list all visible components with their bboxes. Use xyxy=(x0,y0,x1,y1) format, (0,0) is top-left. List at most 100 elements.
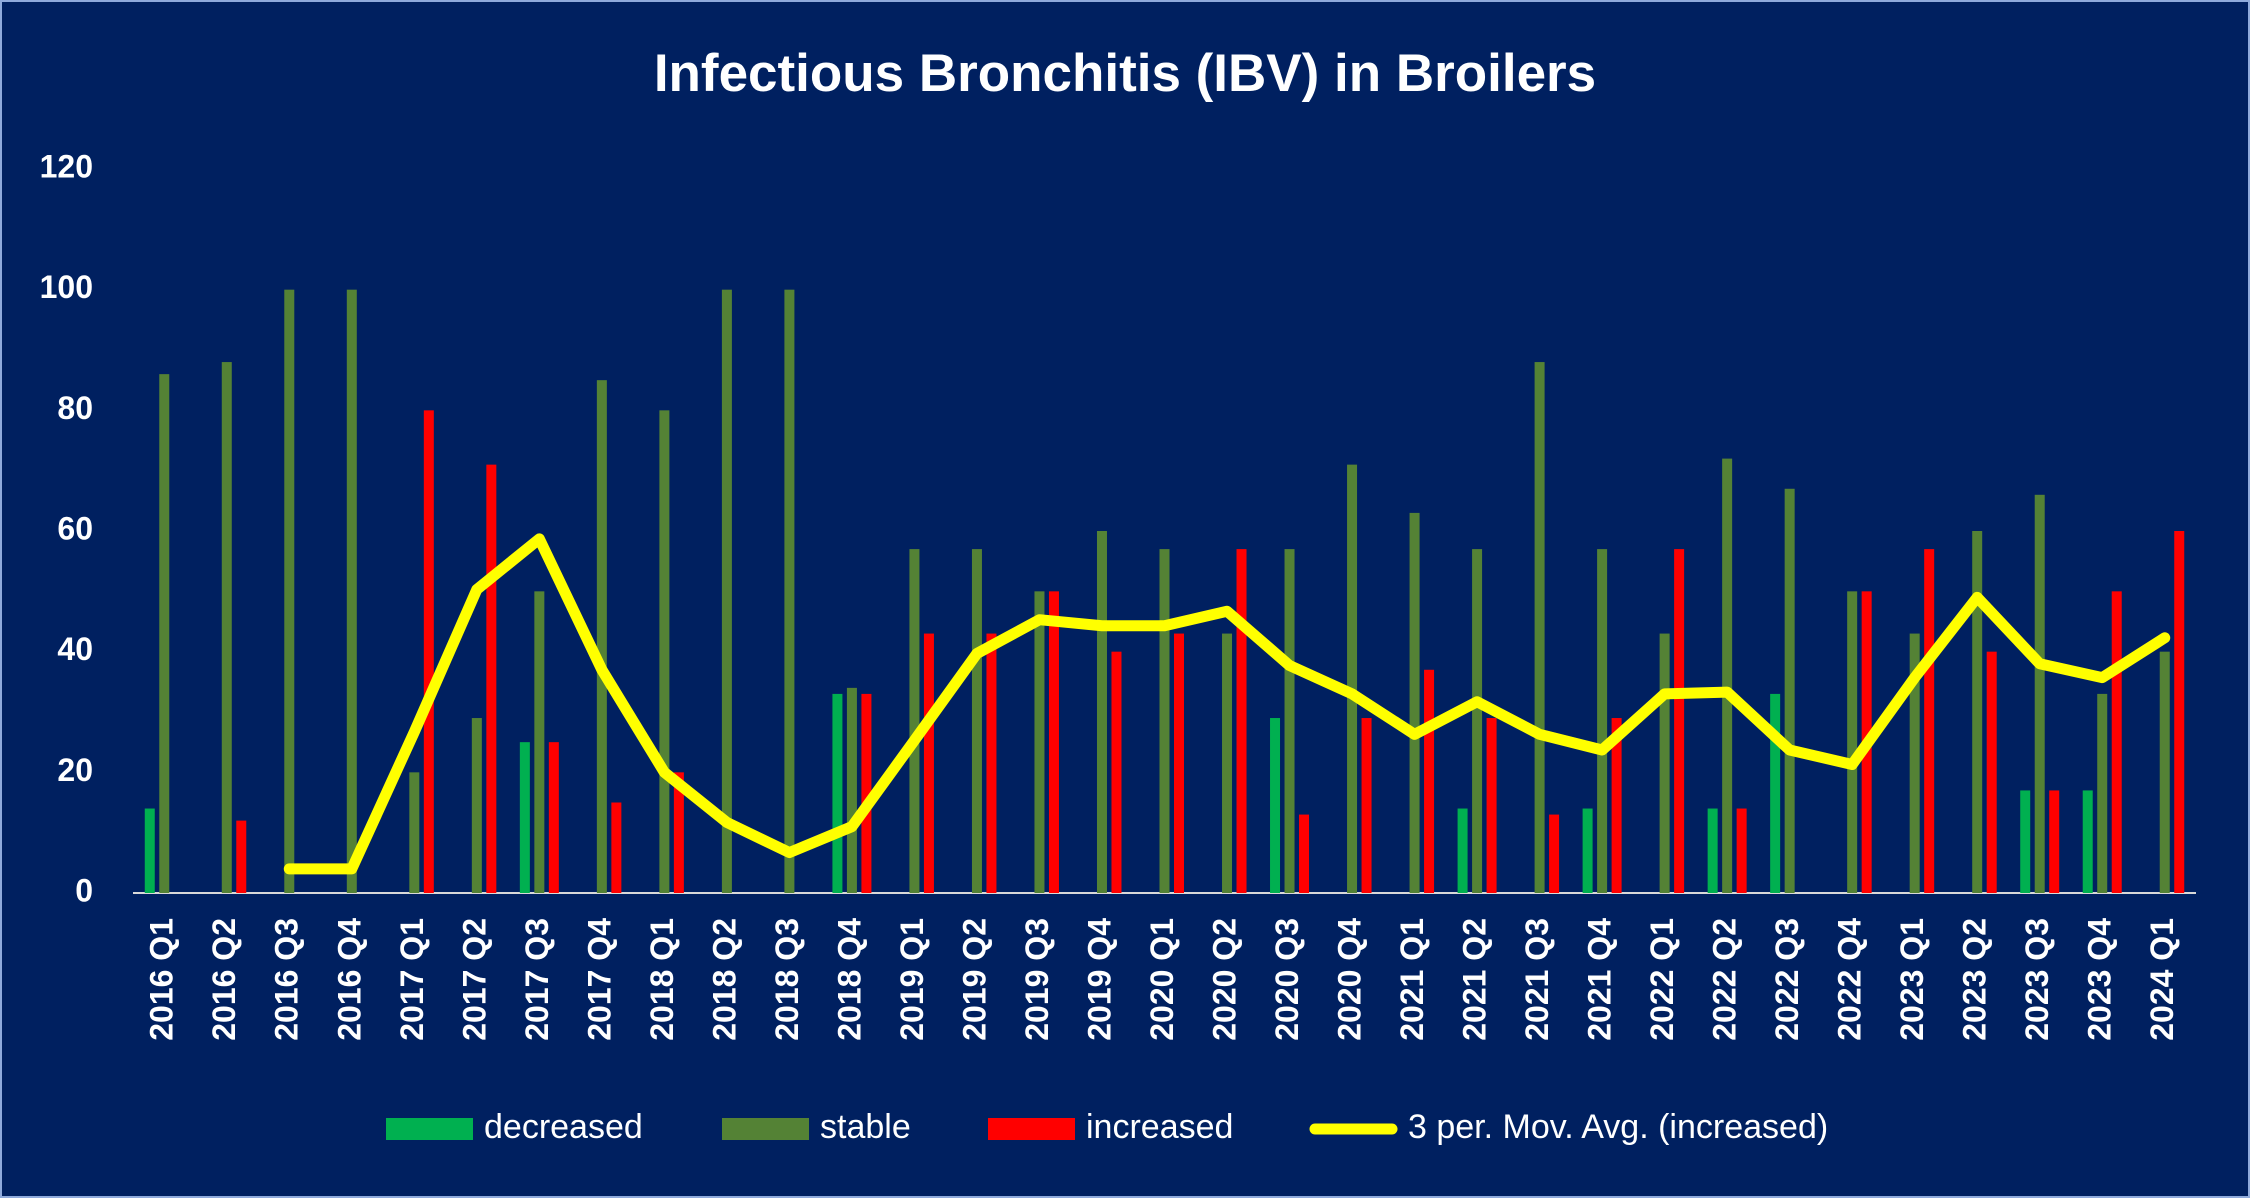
bar xyxy=(1924,549,1935,893)
chart-title: Infectious Bronchitis (IBV) in Broilers xyxy=(654,44,1596,103)
y-tick-label: 40 xyxy=(57,631,93,667)
bar xyxy=(1770,693,1781,893)
bar xyxy=(673,772,684,893)
x-tick-label: 2016 Q4 xyxy=(331,918,367,1041)
x-tick-label: 2016 Q1 xyxy=(144,918,180,1041)
x-tick-label: 2018 Q2 xyxy=(706,918,742,1041)
bar xyxy=(2034,494,2045,893)
bar xyxy=(486,464,497,893)
bar xyxy=(284,289,295,894)
bar xyxy=(659,410,670,893)
bar xyxy=(1972,531,1983,893)
bar xyxy=(1549,814,1560,893)
x-tick-label: 2021 Q4 xyxy=(1582,918,1618,1041)
bar xyxy=(1847,591,1858,893)
bar xyxy=(784,289,795,894)
x-tick-label: 2021 Q3 xyxy=(1519,918,1555,1041)
bar xyxy=(1284,549,1295,893)
bar xyxy=(2082,790,2093,893)
bar xyxy=(221,362,232,894)
x-tick-label: 2016 Q2 xyxy=(206,918,242,1041)
bar xyxy=(1111,651,1122,893)
bar xyxy=(986,633,997,893)
moving-average-line xyxy=(283,533,2171,875)
y-tick-label: 0 xyxy=(75,872,93,908)
x-tick-label: 2017 Q4 xyxy=(581,918,617,1041)
bar xyxy=(1174,633,1184,893)
bar xyxy=(1986,651,1997,893)
x-tick-label: 2019 Q4 xyxy=(1081,918,1117,1041)
x-tick-label: 2019 Q2 xyxy=(956,918,992,1041)
x-tick-label: 2021 Q1 xyxy=(1394,918,1430,1041)
bar xyxy=(2020,790,2031,893)
bar xyxy=(423,410,434,893)
x-tick-label: 2019 Q3 xyxy=(1019,918,1055,1041)
bar xyxy=(832,693,843,893)
bar xyxy=(1048,591,1059,893)
x-tick-label: 2017 Q3 xyxy=(519,918,555,1041)
bar xyxy=(923,633,934,893)
bar xyxy=(2049,790,2060,893)
bar xyxy=(548,742,559,893)
bar xyxy=(596,380,607,894)
x-tick-label: 2024 Q1 xyxy=(2144,918,2180,1041)
bar xyxy=(1270,718,1281,893)
x-tick-label: 2020 Q4 xyxy=(1331,918,1367,1041)
x-tick-label: 2022 Q2 xyxy=(1707,918,1743,1041)
x-tick-label: 2022 Q1 xyxy=(1644,918,1680,1041)
bar xyxy=(721,289,732,894)
bar xyxy=(611,802,622,893)
bar xyxy=(1486,718,1497,893)
bar xyxy=(1722,458,1733,893)
bar xyxy=(2174,531,2185,893)
bar xyxy=(1674,549,1685,893)
bar xyxy=(2111,591,2122,893)
legend-swatch xyxy=(988,1118,1075,1140)
bar xyxy=(1582,808,1593,893)
x-tick-label: 2020 Q1 xyxy=(1144,918,1180,1041)
bar xyxy=(519,742,530,893)
legend-label: stable xyxy=(820,1108,911,1146)
bar xyxy=(1096,531,1107,893)
bar xyxy=(159,374,170,894)
bar xyxy=(846,687,857,893)
bar xyxy=(1361,718,1372,893)
bar xyxy=(861,693,872,893)
x-tick-label: 2022 Q3 xyxy=(1769,918,1805,1041)
bar xyxy=(409,772,420,893)
y-tick-label: 80 xyxy=(57,390,93,426)
bar xyxy=(1611,718,1622,893)
bar xyxy=(1472,549,1483,893)
bar xyxy=(1159,549,1170,893)
x-tick-label: 2017 Q1 xyxy=(394,918,430,1041)
bar xyxy=(1736,808,1747,893)
bar xyxy=(1409,512,1420,893)
x-tick-label: 2018 Q1 xyxy=(644,918,680,1041)
x-tick-label: 2020 Q2 xyxy=(1206,918,1242,1041)
bar xyxy=(1784,488,1795,893)
legend-label: decreased xyxy=(484,1108,643,1146)
x-tick-label: 2023 Q3 xyxy=(2019,918,2055,1041)
y-tick-label: 120 xyxy=(40,148,93,184)
legend-label: 3 per. Mov. Avg. (increased) xyxy=(1408,1108,1828,1146)
x-tick-label: 2021 Q2 xyxy=(1457,918,1493,1041)
y-tick-label: 60 xyxy=(57,510,93,546)
x-tick-label: 2018 Q3 xyxy=(769,918,805,1041)
y-tick-label: 20 xyxy=(57,752,93,788)
bar xyxy=(144,808,155,893)
bar xyxy=(534,591,545,893)
bar xyxy=(1457,808,1468,893)
bar xyxy=(1299,814,1310,893)
x-tick-label: 2023 Q1 xyxy=(1894,918,1930,1041)
x-tick-label: 2022 Q4 xyxy=(1832,918,1868,1041)
bar xyxy=(1424,669,1435,893)
x-tick-label: 2023 Q2 xyxy=(1957,918,1993,1041)
x-tick-label: 2020 Q3 xyxy=(1269,918,1305,1041)
x-tick-label: 2016 Q3 xyxy=(269,918,305,1041)
legend-label: increased xyxy=(1086,1108,1233,1146)
x-tick-label: 2017 Q2 xyxy=(456,918,492,1041)
bar xyxy=(1534,362,1545,894)
legend-swatch xyxy=(722,1118,809,1140)
x-tick-label: 2018 Q4 xyxy=(831,918,867,1041)
